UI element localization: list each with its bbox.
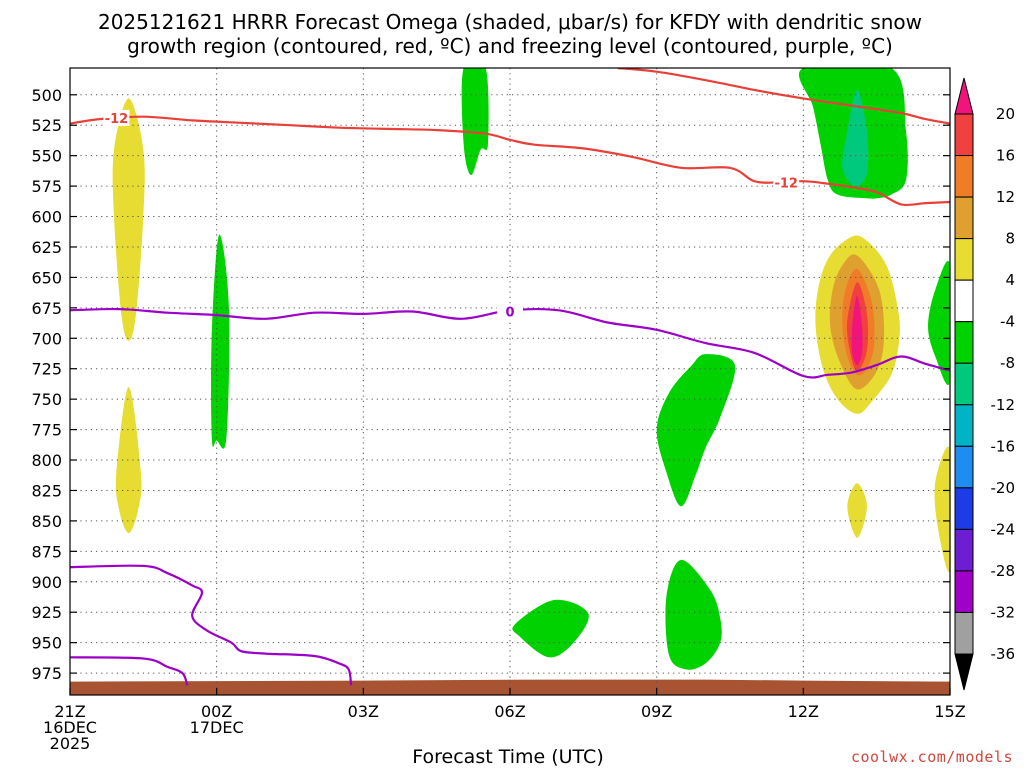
x-tick-label: 03Z <box>348 702 379 721</box>
colorbar-label: -20 <box>991 479 1016 497</box>
colorbar-label: 8 <box>1005 230 1015 248</box>
y-tick-label: 500 <box>31 86 62 105</box>
colorbar-label: -32 <box>991 603 1016 621</box>
colorbar-swatch <box>954 362 974 406</box>
y-tick-label: 950 <box>31 634 62 653</box>
y-tick-label: 850 <box>31 512 62 531</box>
y-tick-label: 625 <box>31 238 62 257</box>
colorbar-label: -28 <box>991 562 1016 580</box>
y-tick-label: 725 <box>31 360 62 379</box>
y-tick-label: 550 <box>31 147 62 166</box>
omega-region-15 <box>847 483 867 538</box>
colorbar-swatch <box>954 528 974 572</box>
x-tick-label: 2025 <box>50 734 91 753</box>
omega-region-6 <box>665 559 722 670</box>
freezing-level-label: 0 <box>505 305 514 320</box>
omega-region-4 <box>512 599 589 658</box>
colorbar-swatch <box>954 279 974 323</box>
y-tick-label: 800 <box>31 451 62 470</box>
colorbar: 20 16 12 8 4 -4 -8 -12 -16 -20 -24 -28 -32 -36 <box>954 77 1016 691</box>
colorbar-label: 20 <box>996 105 1015 123</box>
chart-title-line-1: 2025121621 HRRR Forecast Omega (shaded, … <box>98 10 922 34</box>
x-tick-label: 17DEC <box>190 718 244 737</box>
dgz-label-right-bg <box>773 174 800 191</box>
omega-region-0 <box>112 98 145 341</box>
colorbar-label: 16 <box>996 147 1015 165</box>
colorbar-label: 12 <box>996 188 1015 206</box>
colorbar-swatch <box>954 238 974 281</box>
colorbar-swatch <box>954 487 974 530</box>
colorbar-swatch <box>954 155 974 198</box>
freezing-level-contour-1 <box>70 564 353 686</box>
dgz-contour-1 <box>617 68 950 125</box>
contour-layer: -12 -12 0 <box>70 68 950 686</box>
x-tick-label: 16DEC <box>43 718 97 737</box>
dgz-label-left-bg <box>103 109 130 126</box>
y-tick-label: 575 <box>31 177 62 196</box>
colorbar-label: -12 <box>991 396 1016 414</box>
omega-region-16 <box>934 446 950 572</box>
dgz-label-left: -12 <box>105 112 129 127</box>
colorbar-bottom-arrow <box>954 653 974 691</box>
omega-region-3 <box>461 68 489 176</box>
grid-layer <box>70 68 950 695</box>
x-tick-label: 09Z <box>641 702 672 721</box>
y-tick-label: 600 <box>31 208 62 227</box>
colorbar-label: -24 <box>991 520 1016 538</box>
colorbar-label: -8 <box>1000 354 1015 372</box>
y-tick-label: 925 <box>31 603 62 622</box>
colorbar-swatch <box>954 404 974 447</box>
colorbar-swatch <box>954 445 974 489</box>
freezing-level-contour-2 <box>70 656 189 686</box>
colorbar-swatch <box>954 570 974 613</box>
colorbar-swatch <box>954 321 974 364</box>
omega-shading-layer <box>112 68 950 670</box>
colorbar-label: -4 <box>1000 313 1015 331</box>
chart-title-line-2: growth region (contoured, red, ºC) and f… <box>127 34 893 58</box>
axis-layer: 500 525 550 575 600 625 650 675 700 725 750 775 800 8… <box>31 86 965 753</box>
omega-region-9 <box>928 261 950 385</box>
colorbar-swatch <box>954 113 974 157</box>
omega-region-8 <box>842 89 869 187</box>
y-tick-label: 525 <box>31 116 62 135</box>
colorbar-swatch <box>954 611 974 655</box>
omega-region-5 <box>656 354 736 507</box>
freezing-level-label-bg <box>497 303 523 320</box>
x-tick-label: 21Z <box>54 702 85 721</box>
dgz-label-right: -12 <box>774 176 798 191</box>
y-tick-label: 975 <box>31 664 62 683</box>
freezing-level-contour-0 <box>70 307 950 379</box>
credit-text: coolwx.com/models <box>851 748 1013 766</box>
colorbar-swatch <box>954 196 974 240</box>
y-tick-label: 900 <box>31 573 62 592</box>
x-tick-label: 00Z <box>201 702 232 721</box>
omega-region-14 <box>851 295 863 366</box>
y-tick-label: 875 <box>31 542 62 561</box>
omega-region-1 <box>115 387 142 534</box>
x-axis-title: Forecast Time (UTC) <box>412 746 603 768</box>
y-tick-label: 675 <box>31 299 62 318</box>
y-tick-label: 700 <box>31 329 62 348</box>
y-tick-label: 825 <box>31 481 62 500</box>
colorbar-label: -36 <box>991 645 1016 663</box>
colorbar-label: 4 <box>1005 271 1015 289</box>
colorbar-label: -16 <box>991 437 1016 455</box>
dgz-contour-0 <box>70 115 950 207</box>
colorbar-top-arrow <box>954 77 974 115</box>
x-tick-label: 06Z <box>494 702 525 721</box>
y-tick-label: 750 <box>31 390 62 409</box>
omega-region-2 <box>211 234 230 449</box>
x-tick-label: 12Z <box>788 702 819 721</box>
y-tick-label: 650 <box>31 268 62 287</box>
y-tick-label: 775 <box>31 421 62 440</box>
x-tick-label: 15Z <box>934 702 965 721</box>
